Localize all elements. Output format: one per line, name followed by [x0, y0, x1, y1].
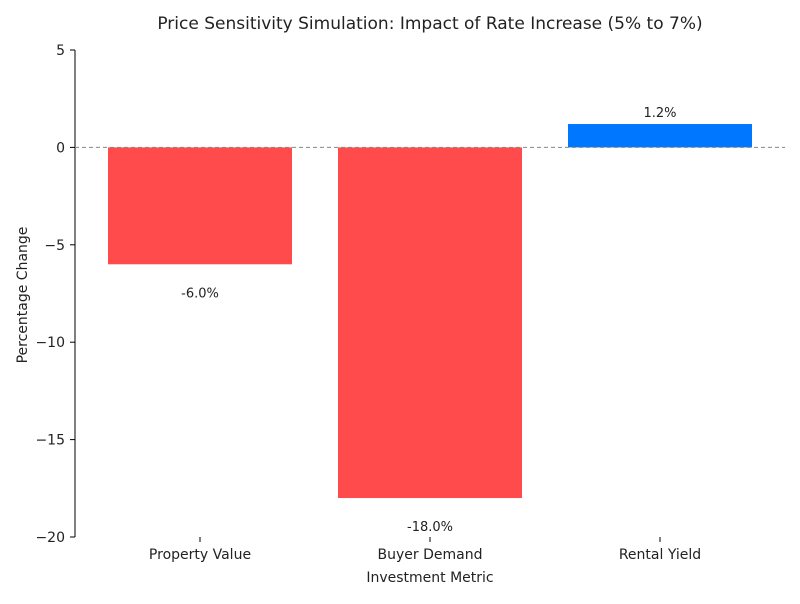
chart-title: Price Sensitivity Simulation: Impact of …: [157, 14, 702, 34]
bar-rental-yield: [568, 124, 752, 148]
y-tick-label: 5: [56, 43, 65, 59]
y-tick-label: −15: [35, 433, 65, 449]
x-tick-label: Buyer Demand: [378, 547, 483, 563]
data-label: -18.0%: [407, 520, 453, 535]
y-tick-label: −20: [35, 530, 65, 546]
data-label: 1.2%: [643, 106, 676, 121]
y-tick-label: 0: [56, 140, 65, 156]
y-tick-label: −10: [35, 335, 65, 351]
x-tick-label: Property Value: [149, 547, 251, 563]
data-label: -6.0%: [181, 286, 219, 301]
bar-buyer-demand: [338, 147, 522, 499]
y-axis-label: Percentage Change: [15, 227, 31, 364]
bar-property-value: [108, 147, 292, 265]
y-tick-label: −5: [44, 238, 65, 254]
x-axis-label: Investment Metric: [366, 570, 493, 586]
x-tick-label: Rental Yield: [619, 547, 701, 563]
